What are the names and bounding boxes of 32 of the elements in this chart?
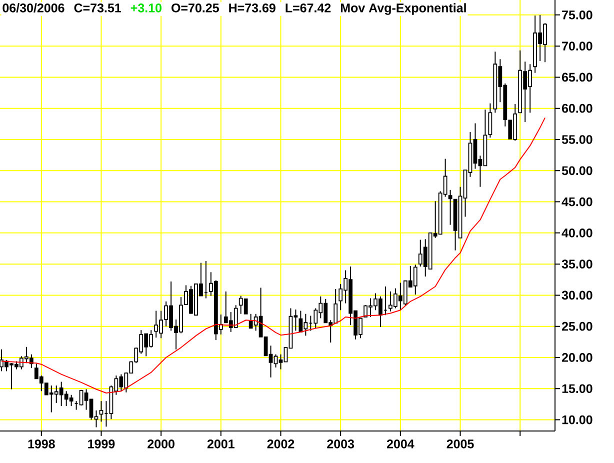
- y-tick-label: 60.00: [562, 104, 592, 113]
- x-tick-label: 2003: [327, 440, 354, 448]
- y-tick-label: 20.00: [562, 353, 592, 362]
- x-tick-label: 2004: [386, 440, 414, 448]
- text: Mov Avg-Exponential: [340, 3, 466, 15]
- y-tick-label: 45.00: [562, 197, 592, 206]
- x-tick-label: 2005: [446, 440, 474, 448]
- y-tick-label: 15.00: [562, 384, 592, 394]
- x-tick-label: 2000: [148, 440, 174, 448]
- x-tick-label: 1999: [88, 440, 115, 448]
- x-tick-label: 2001: [207, 440, 234, 448]
- candlestick: [99, 400, 104, 422]
- candlestick: [448, 189, 452, 226]
- annotation: C=73.51: [74, 4, 122, 12]
- annotation: +3.10: [130, 4, 162, 12]
- x-tick-label: 1998: [28, 440, 55, 448]
- y-tick-label: 70.00: [562, 42, 592, 50]
- y-tick-label: 50.00: [562, 166, 592, 176]
- y-tick-label: 55.00: [562, 135, 592, 144]
- annotation: L=67.42: [286, 4, 331, 12]
- y-tick-label: 75.00: [562, 10, 592, 20]
- chart-title: 06/30/2006: [2, 3, 64, 12]
- y-tick-label: 40.00: [562, 228, 592, 238]
- y-tick-label: 35.00: [562, 260, 592, 268]
- y-tick-label: 65.00: [562, 72, 592, 82]
- y-tick-label: 30.00: [562, 290, 592, 300]
- y-tick-label: 25.00: [562, 322, 592, 331]
- x-tick-label: 2002: [267, 440, 294, 448]
- annotation: H=73.69: [229, 4, 276, 12]
- annotation: O=70.25: [172, 4, 219, 12]
- line-series: [1, 117, 546, 394]
- y-tick-label: 10.00: [562, 415, 592, 424]
